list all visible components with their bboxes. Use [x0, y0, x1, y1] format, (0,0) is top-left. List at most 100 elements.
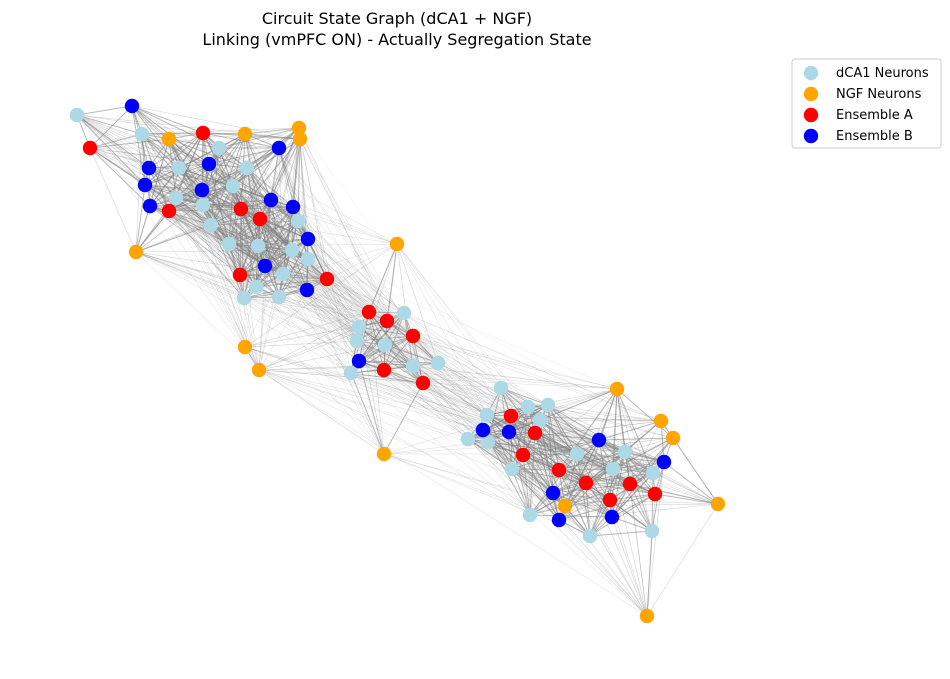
graph-edge — [508, 431, 587, 484]
graph-edge — [258, 289, 308, 371]
legend-frame — [791, 58, 942, 149]
graph-edge — [663, 461, 719, 505]
graph-edge — [131, 105, 261, 220]
graph-edge — [258, 369, 648, 617]
graph-edge — [547, 404, 674, 439]
graph-edge — [244, 133, 414, 337]
node-a — [161, 203, 177, 219]
graph-edge — [270, 147, 280, 201]
graph-edge — [131, 105, 204, 134]
graph-edge — [135, 251, 385, 371]
graph-edge — [358, 326, 618, 390]
node-ngf — [128, 244, 144, 260]
graph-edge — [208, 163, 309, 240]
graph-edge — [534, 432, 654, 474]
graph-edge — [299, 138, 309, 240]
graph-edges — [76, 105, 719, 617]
node-dca1 — [275, 266, 291, 282]
graph-edge — [291, 249, 385, 371]
graph-edge — [240, 208, 308, 291]
graph-edge — [244, 243, 398, 348]
graph-edge — [527, 406, 600, 441]
node-dca1 — [520, 399, 536, 415]
graph-edge — [547, 404, 662, 422]
graph-edge — [616, 388, 653, 532]
node-dca1 — [168, 190, 184, 206]
graph-edge — [210, 185, 234, 226]
graph-edge — [547, 404, 554, 494]
graph-edge — [201, 133, 246, 191]
graph-edge — [612, 461, 665, 470]
graph-edge — [239, 208, 242, 276]
graph-edge — [368, 311, 531, 516]
graph-edge — [386, 320, 531, 516]
node-a — [379, 313, 395, 329]
graph-edge — [508, 431, 554, 494]
graph-edge — [396, 243, 613, 518]
graph-edge — [564, 503, 719, 507]
graph-edge — [144, 184, 424, 384]
node-dca1 — [377, 337, 393, 353]
graph-edge — [135, 251, 260, 371]
graph-edge — [358, 360, 439, 364]
graph-edge — [558, 469, 613, 518]
graph-edge — [144, 184, 242, 210]
graph-edge — [244, 311, 370, 348]
graph-edge — [552, 439, 600, 494]
node-ngf — [291, 120, 307, 136]
graph-edge — [412, 365, 578, 455]
graph-edge — [258, 369, 591, 537]
node-dca1 — [617, 444, 633, 460]
graph-edge — [239, 199, 272, 276]
graph-edge — [168, 210, 309, 240]
graph-edge — [149, 205, 656, 495]
graph-edge — [616, 388, 674, 439]
graph-edge — [412, 365, 626, 453]
graph-edge — [144, 184, 245, 299]
graph-edge — [403, 312, 614, 470]
graph-edge — [326, 278, 388, 322]
graph-edge — [534, 432, 600, 441]
graph-edge — [208, 163, 272, 201]
graph-edge — [259, 218, 360, 328]
node-ngf — [251, 362, 267, 378]
graph-edge — [585, 472, 654, 484]
graph-edge — [131, 105, 170, 212]
graph-edge — [358, 320, 388, 362]
graph-edge — [383, 369, 513, 470]
graph-edge — [178, 167, 260, 371]
graph-edge — [168, 138, 370, 313]
graph-edge — [149, 163, 210, 207]
graph-edge — [259, 218, 284, 275]
node-a — [361, 304, 377, 320]
graph-edge — [412, 335, 618, 390]
graph-edge — [558, 388, 618, 471]
node-b — [591, 432, 607, 448]
node-dca1 — [430, 355, 446, 371]
graph-edge — [403, 312, 654, 474]
graph-edge — [201, 189, 266, 267]
graph-edge — [384, 344, 611, 501]
graph-edge — [511, 439, 600, 470]
graph-edge — [500, 387, 549, 406]
graph-edge — [135, 205, 151, 253]
graph-edge — [131, 105, 260, 371]
node-ngf — [237, 126, 253, 142]
graph-edge — [210, 224, 414, 337]
graph-edge — [412, 365, 488, 416]
graph-edge — [208, 163, 513, 470]
graph-edge — [175, 197, 245, 299]
graph-edge — [482, 429, 613, 518]
graph-edge — [500, 387, 536, 434]
graph-edge — [175, 197, 261, 220]
graph-edge — [270, 199, 414, 367]
graph-edge — [255, 278, 328, 288]
node-dca1 — [493, 380, 509, 396]
graph-edge — [511, 468, 560, 521]
graph-edge — [258, 147, 280, 371]
graph-edge — [552, 492, 591, 537]
graph-edge — [131, 105, 360, 362]
graph-edge — [210, 224, 246, 348]
graph-edge — [278, 238, 309, 298]
